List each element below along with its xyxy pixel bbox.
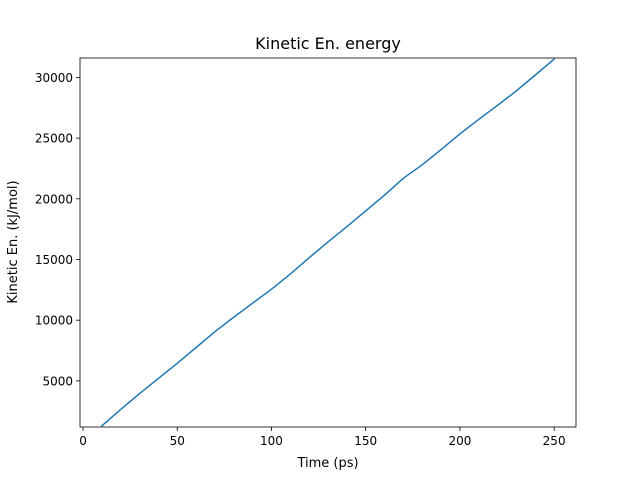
x-tick-label: 100 <box>260 434 283 448</box>
x-tick-label: 150 <box>354 434 377 448</box>
y-tick-label: 20000 <box>35 192 73 206</box>
plot-frame <box>79 57 577 428</box>
y-tick-label: 5000 <box>42 374 73 388</box>
x-tick-label: 0 <box>79 434 87 448</box>
y-axis-ticks: 5000 10000 15000 20000 25000 30000 <box>35 71 80 388</box>
y-tick-label: 10000 <box>35 314 73 328</box>
y-tick-label: 15000 <box>35 253 73 267</box>
x-axis-label: Time (ps) <box>296 456 358 471</box>
chart-title: Kinetic En. energy <box>255 34 401 53</box>
x-tick-label: 50 <box>170 434 185 448</box>
x-tick-label: 250 <box>543 434 566 448</box>
x-tick-label: 200 <box>448 434 471 448</box>
y-axis-label: Kinetic En. (kJ/mol) <box>6 180 21 303</box>
x-axis-ticks: 0 50 100 150 200 250 <box>79 427 566 448</box>
y-tick-label: 25000 <box>35 132 73 146</box>
series-line <box>100 58 556 427</box>
y-tick-label: 30000 <box>35 71 73 85</box>
